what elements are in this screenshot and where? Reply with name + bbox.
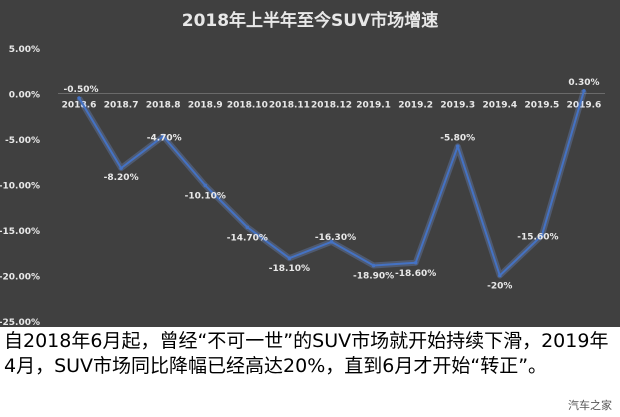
data-label: -16.30%	[315, 233, 356, 243]
x-tick-label: 2018.10	[227, 101, 268, 111]
data-label: -20%	[487, 282, 512, 292]
data-label: -18.90%	[353, 271, 394, 281]
data-point	[371, 263, 376, 268]
data-label: -0.50%	[64, 85, 99, 95]
x-tick-label: 2018.9	[188, 101, 223, 111]
y-tick-label: 5.00%	[9, 45, 40, 55]
data-label: -8.20%	[104, 173, 139, 183]
x-tick-label: 2018.11	[269, 101, 310, 111]
data-point	[329, 240, 334, 244]
data-point	[498, 273, 502, 278]
data-point	[245, 225, 250, 230]
y-tick-label: 0.00%	[9, 91, 40, 101]
x-tick-label: 2018.12	[311, 101, 352, 111]
x-tick-label: 2019.1	[356, 101, 391, 111]
x-tick-label: 2019.2	[398, 101, 433, 111]
data-point	[413, 260, 418, 265]
data-point	[161, 134, 165, 139]
watermark-text: 汽车之家	[568, 399, 612, 412]
x-tick-label: 2019.4	[482, 101, 517, 111]
x-tick-label: 2018.6	[62, 101, 97, 111]
x-tick-label: 2018.7	[104, 101, 139, 111]
data-point	[77, 96, 81, 100]
chart-panel: 2018年上半年至今SUV市场增速 5.00% 0.00% -5.00% -10.00…	[0, 0, 620, 327]
data-point	[203, 183, 208, 188]
data-label: 0.30%	[568, 78, 599, 88]
data-point	[540, 233, 544, 238]
data-point	[119, 166, 123, 170]
x-tick-label: 2018.8	[146, 101, 181, 111]
data-label: -18.60%	[395, 269, 436, 279]
y-tick-label: -10.00%	[0, 182, 40, 192]
chart-title: 2018年上半年至今SUV市场增速	[181, 11, 439, 31]
data-label: -10.10%	[185, 191, 226, 201]
series-line	[78, 90, 585, 277]
data-label: -18.10%	[269, 264, 310, 274]
data-label: -15.60%	[517, 232, 558, 242]
data-label: -14.70%	[227, 233, 268, 243]
y-tick-label: -20.00%	[0, 273, 40, 283]
data-point	[455, 144, 460, 149]
y-tick-label: -15.00%	[0, 227, 40, 237]
x-tick-label: 2019.6	[567, 101, 602, 111]
line-chart: 5.00% 0.00% -5.00% -10.00% -15.00% -20.00% -25…	[0, 45, 605, 327]
data-point	[582, 88, 586, 93]
series-line-glow	[76, 89, 587, 279]
caption-text: 自2018年6月起，曾经“不可一世”的SUV市场就开始持续下滑，2019年4月，…	[4, 330, 609, 377]
x-tick-label: 2019.5	[525, 101, 560, 111]
y-tick-label: -5.00%	[5, 136, 40, 146]
x-tick-label: 2019.3	[440, 101, 475, 111]
data-label: -4.70%	[147, 133, 182, 143]
y-tick-label: -25.00%	[0, 318, 40, 327]
data-label: -5.80%	[440, 133, 475, 143]
data-point	[287, 256, 292, 261]
